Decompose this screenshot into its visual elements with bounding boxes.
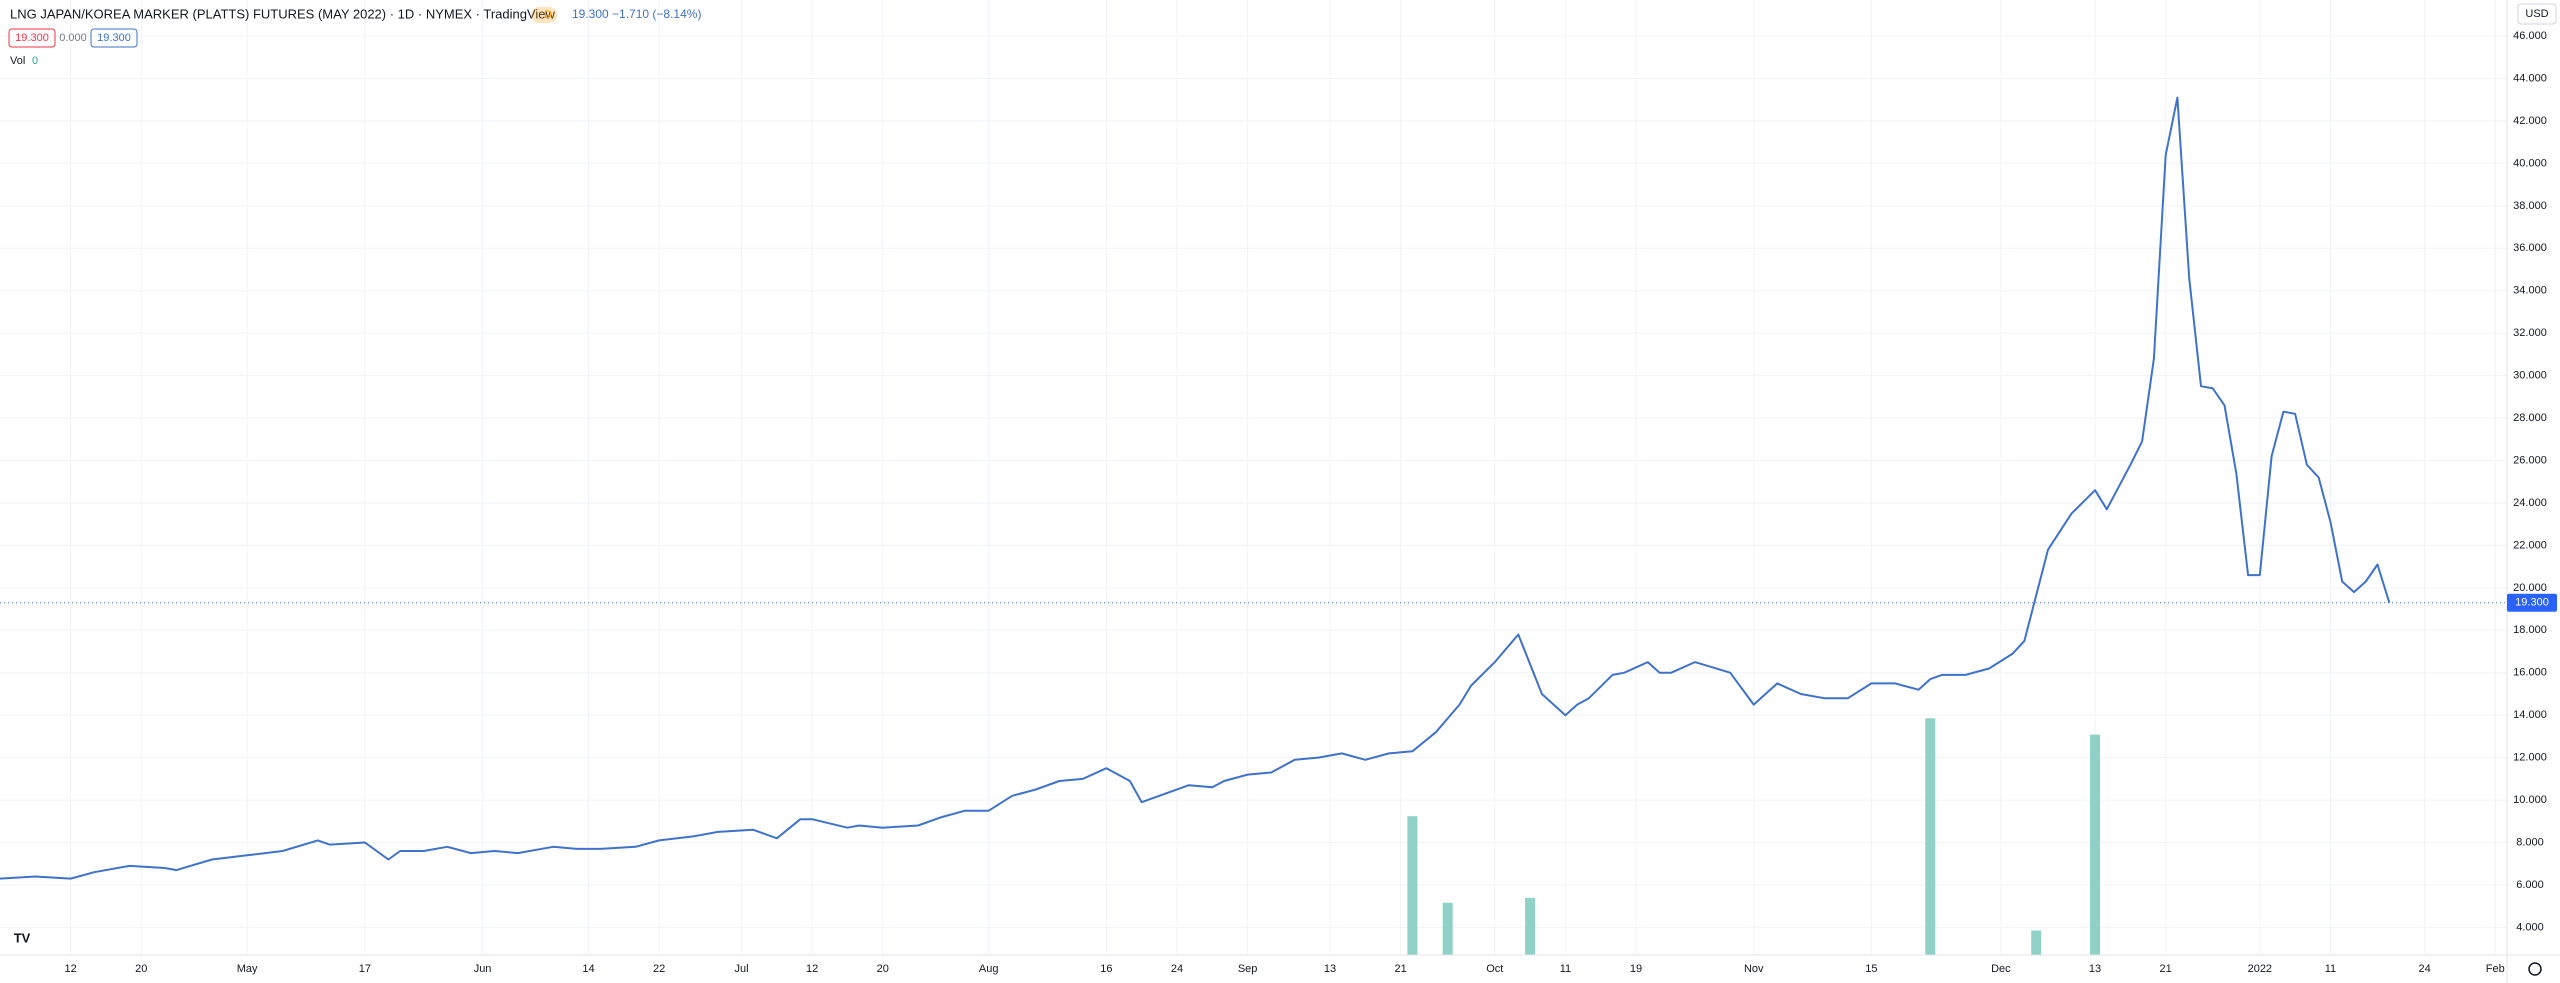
badge-bg <box>531 7 557 23</box>
x-tick-label: 20 <box>877 963 889 975</box>
x-tick-label: 2022 <box>2248 963 2272 975</box>
volume-label: Vol <box>10 55 25 67</box>
x-tick-label: 13 <box>1324 963 1336 975</box>
grid <box>0 0 2507 955</box>
y-tick-label: 42.000 <box>2513 115 2547 127</box>
x-tick-label: Nov <box>1744 963 1764 975</box>
x-tick-label: May <box>237 963 258 975</box>
y-tick-label: 46.000 <box>2513 30 2547 42</box>
x-tick-label: 21 <box>1394 963 1406 975</box>
x-tick-label: 12 <box>806 963 818 975</box>
currency: USD <box>2525 8 2548 20</box>
volume-bar <box>1442 902 1453 955</box>
x-tick-label: 19 <box>1630 963 1642 975</box>
y-tick-label: 44.000 <box>2513 72 2547 84</box>
logo: TV <box>14 930 31 945</box>
x-tick-label: Jul <box>734 963 748 975</box>
y-tick-label: 12.000 <box>2513 752 2547 764</box>
y-tick-label: 40.000 <box>2513 157 2547 169</box>
y-tick-label: 18.000 <box>2513 624 2547 636</box>
currency-button[interactable] <box>2517 3 2557 25</box>
volume-bar <box>2090 734 2101 955</box>
y-tick-label: 30.000 <box>2513 370 2547 382</box>
y-tick-label: 4.000 <box>2516 921 2544 933</box>
volume-bar <box>1525 897 1536 955</box>
box-text: 19.300 <box>15 32 49 44</box>
volume-bar <box>1925 718 1936 955</box>
x-tick-label: 11 <box>2325 963 2336 975</box>
x-tick-label: Jun <box>474 963 492 975</box>
axes: 4.000 6.000 8.000 10.000 12.000 14.000 16.000 1… <box>64 30 2557 975</box>
x-tick-label: 15 <box>1865 963 1877 975</box>
x-tick-label: 14 <box>582 963 594 975</box>
y-tick-label: 32.000 <box>2513 327 2547 339</box>
y-tick-label: 14.000 <box>2513 709 2547 721</box>
y-tick-label: 10.000 <box>2513 794 2547 806</box>
volume-bar <box>2031 930 2042 955</box>
x-tick-label: 16 <box>1100 963 1112 975</box>
x-tick-label: 24 <box>1171 963 1183 975</box>
x-tick-label: 21 <box>2160 963 2172 975</box>
y-tick-label: 6.000 <box>2516 879 2544 891</box>
change: 19.300 −1.710 (−8.14%) <box>572 7 701 21</box>
plot <box>0 96 2507 880</box>
x-tick-label: Sep <box>1238 963 1258 975</box>
y-tick-label: 22.000 <box>2513 539 2547 551</box>
y-tick-label: 16.000 <box>2513 667 2547 679</box>
price-line <box>0 96 2391 880</box>
y-tick-label: 36.000 <box>2513 242 2547 254</box>
box <box>90 28 138 48</box>
y-tick-label: 28.000 <box>2513 412 2547 424</box>
y-tick-label: 34.000 <box>2513 285 2547 297</box>
x-tick-label: Feb <box>2486 963 2505 975</box>
x-tick-label: Dec <box>1991 963 2011 975</box>
box-text: 0.000 <box>59 32 87 44</box>
x-tick-label: 24 <box>2418 963 2430 975</box>
y-tick-label: 8.000 <box>2516 836 2544 848</box>
volume-bar <box>1407 816 1418 955</box>
x-tick-label: 20 <box>135 963 147 975</box>
x-tick-label: Oct <box>1486 963 1503 975</box>
x-tick-label: 17 <box>359 963 371 975</box>
volume-last: 0 <box>32 55 38 67</box>
settings-icon[interactable] <box>2528 962 2542 976</box>
last-price-box <box>2507 593 2557 612</box>
y-tick-label: 24.000 <box>2513 497 2547 509</box>
last-price-label: 19.300 <box>2515 597 2549 609</box>
badge: D <box>544 9 552 21</box>
box <box>8 28 56 48</box>
x-tick-label: Aug <box>979 963 999 975</box>
y-tick-label: 38.000 <box>2513 200 2547 212</box>
x-tick-label: 13 <box>2089 963 2101 975</box>
y-tick-label: 20.000 <box>2513 582 2547 594</box>
box-text: 19.300 <box>97 32 131 44</box>
x-tick-label: 11 <box>1560 963 1571 975</box>
y-tick-label: 26.000 <box>2513 454 2547 466</box>
x-tick-label: 12 <box>64 963 76 975</box>
chart-title: LNG JAPAN/KOREA MARKER (PLATTS) FUTURES … <box>10 6 556 21</box>
volume <box>1407 718 2101 955</box>
x-tick-label: 22 <box>653 963 665 975</box>
